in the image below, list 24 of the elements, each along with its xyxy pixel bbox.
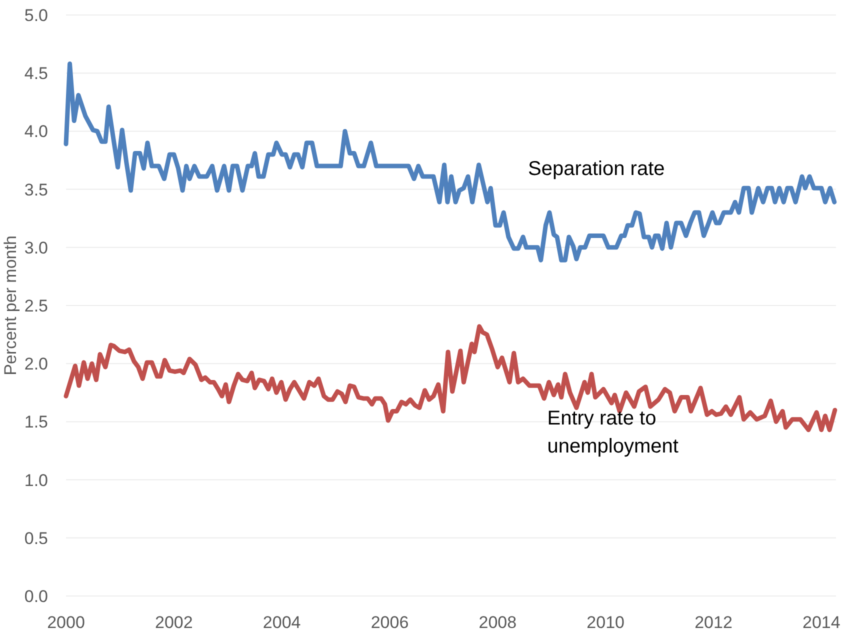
y-tick-label: 5.0 (24, 6, 48, 25)
y-tick-label: 3.5 (24, 180, 48, 200)
y-tick-label: 2.0 (24, 354, 48, 374)
x-tick-label: 2000 (47, 613, 85, 632)
line-series (64, 324, 838, 432)
y-tick-label: 3.0 (24, 238, 48, 258)
y-tick-label: 0.5 (24, 528, 48, 548)
y-tick-label: 0.0 (24, 586, 48, 606)
x-tick-label: 2002 (155, 613, 193, 632)
y-tick-label: 4.0 (24, 122, 48, 142)
x-tick-label: 2008 (478, 613, 517, 632)
line-series (64, 62, 837, 262)
x-tick-label: 2012 (694, 613, 732, 632)
y-axis-title: Percent per month (1, 236, 20, 376)
y-tick-label: 1.5 (24, 412, 48, 432)
x-tick-label: 2010 (586, 613, 625, 632)
x-tick-label: 2004 (262, 613, 301, 632)
y-tick-label: 2.5 (24, 296, 48, 316)
series-label: Entry rate to unemployment (547, 408, 679, 458)
x-tick-label: 2006 (370, 613, 409, 632)
y-tick-label: 4.5 (24, 64, 48, 84)
series-label: Separation rate (528, 158, 665, 180)
y-tick-label: 1.0 (24, 470, 48, 490)
x-tick-label: 2014 (802, 613, 840, 632)
